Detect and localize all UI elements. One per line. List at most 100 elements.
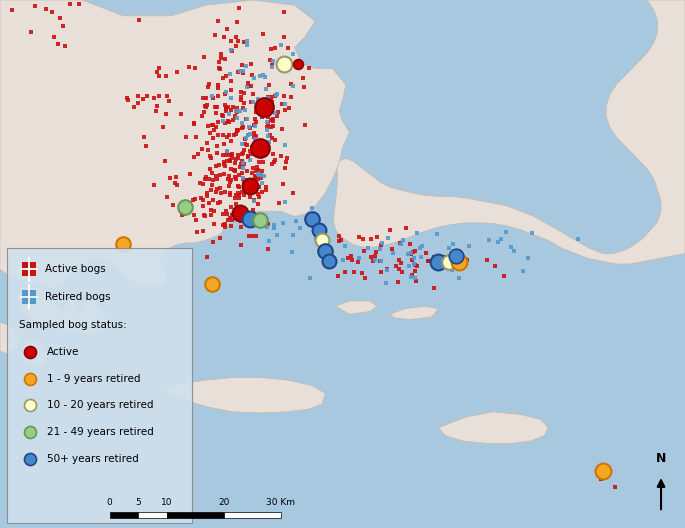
Point [161,110,172,118]
Point [203,122,214,130]
Point [142,92,153,100]
Point [207,120,218,129]
Point [254,146,265,155]
Point [207,92,218,100]
Point [236,157,247,165]
Point [238,191,249,199]
Point [238,178,249,187]
Point [245,149,256,158]
Point [409,261,420,269]
Point [202,83,213,92]
Point [352,258,363,266]
Point [249,197,260,206]
Point [171,68,182,77]
Point [242,79,253,88]
Point [365,253,376,261]
Point [227,116,238,125]
Point [256,171,266,180]
Point [453,274,464,282]
Point [281,158,292,166]
Point [208,94,219,102]
Point [490,262,501,270]
Point [249,139,260,147]
Polygon shape [334,0,685,264]
Point [53,40,64,48]
Point [161,92,172,100]
Point [269,158,279,167]
Point [191,228,202,236]
Point [208,195,219,204]
Point [339,242,350,250]
Point [238,149,249,157]
Point [212,83,223,92]
Point [241,141,252,149]
Bar [7,248,192,523]
Point [219,220,230,229]
Point [260,213,271,222]
Point [236,139,247,148]
Point [335,235,346,244]
Point [211,149,222,157]
Point [238,88,249,97]
Point [205,165,216,173]
Point [276,40,287,49]
Point [216,111,227,119]
Point [224,188,235,197]
Point [165,173,176,182]
Point [266,123,277,131]
Point [269,136,280,145]
Point [410,267,421,275]
Point [257,167,268,175]
Point [257,178,268,187]
Point [238,146,249,154]
Point [243,122,254,131]
Point [227,150,238,158]
Point [270,109,281,117]
Point [206,181,217,189]
Point [185,170,196,178]
Point [241,176,252,185]
Point [269,221,279,230]
Point [176,110,187,118]
Point [232,108,242,117]
Point [255,171,266,179]
Point [232,150,243,159]
Point [151,106,162,115]
Point [227,47,238,55]
Point [122,94,133,102]
Point [247,168,258,177]
Point [406,273,416,281]
Point [195,178,206,187]
Point [232,114,242,122]
Point [169,179,180,187]
Point [235,88,246,97]
Point [316,232,327,241]
Point [231,42,242,51]
Point [255,215,266,224]
Point [238,69,249,77]
Text: 30 Km: 30 Km [266,498,295,507]
Point [245,146,256,155]
Point [396,268,407,276]
Point [412,262,423,270]
Point [251,132,262,140]
Point [128,102,139,111]
Point [313,225,324,234]
Point [23,293,34,301]
Point [501,228,512,236]
Point [254,222,265,231]
Point [216,188,227,197]
Point [200,212,211,220]
Point [267,117,278,126]
Point [236,223,247,232]
Point [346,256,357,265]
Point [189,119,200,127]
Point [26,27,37,36]
Point [240,106,251,114]
Point [267,61,278,69]
Point [226,150,237,159]
Point [219,159,229,168]
Point [212,103,223,111]
Point [286,247,297,256]
Point [25,455,36,464]
